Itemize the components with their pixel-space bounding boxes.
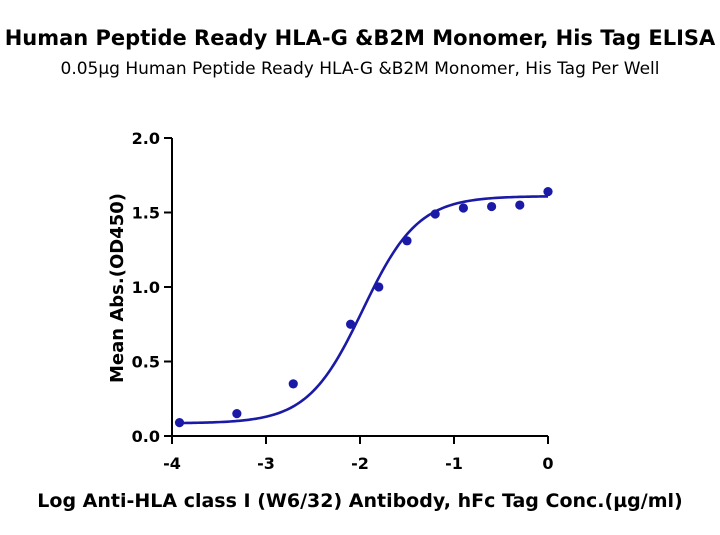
data-point [346, 319, 356, 329]
y-tick-label: 1.0 [132, 278, 160, 297]
y-tick-label: 1.5 [132, 204, 160, 223]
data-point [543, 187, 553, 197]
data-point [174, 417, 185, 428]
chart-subtitle: 0.05µg Human Peptide Ready HLA-G &B2M Mo… [60, 59, 660, 79]
data-points [174, 187, 553, 428]
data-point [288, 379, 298, 389]
data-point [458, 203, 468, 213]
data-point [232, 409, 242, 419]
y-tick-label: 0.0 [132, 427, 160, 446]
x-tick-label: -2 [351, 454, 369, 473]
x-tick-label: 0 [542, 454, 553, 473]
y-tick-label: 0.5 [132, 353, 160, 372]
data-point [515, 200, 525, 210]
axes: 0.0 0.5 1.0 1.5 2.0 -4 -3 -2 -1 0 [132, 129, 554, 473]
x-tick-label: -1 [445, 454, 463, 473]
x-tick-label: -3 [257, 454, 275, 473]
y-tick-label: 2.0 [132, 129, 160, 148]
data-point [430, 209, 440, 219]
fit-curve-line [179, 195, 549, 425]
data-point [402, 236, 412, 246]
y-axis-label: Mean Abs.(OD450) [107, 193, 128, 383]
data-point [374, 282, 384, 292]
x-tick-label: -4 [163, 454, 181, 473]
x-axis-label: Log Anti-HLA class I (W6/32) Antibody, h… [37, 490, 682, 512]
chart-title: Human Peptide Ready HLA-G &B2M Monomer, … [4, 26, 716, 50]
data-point [487, 201, 497, 212]
